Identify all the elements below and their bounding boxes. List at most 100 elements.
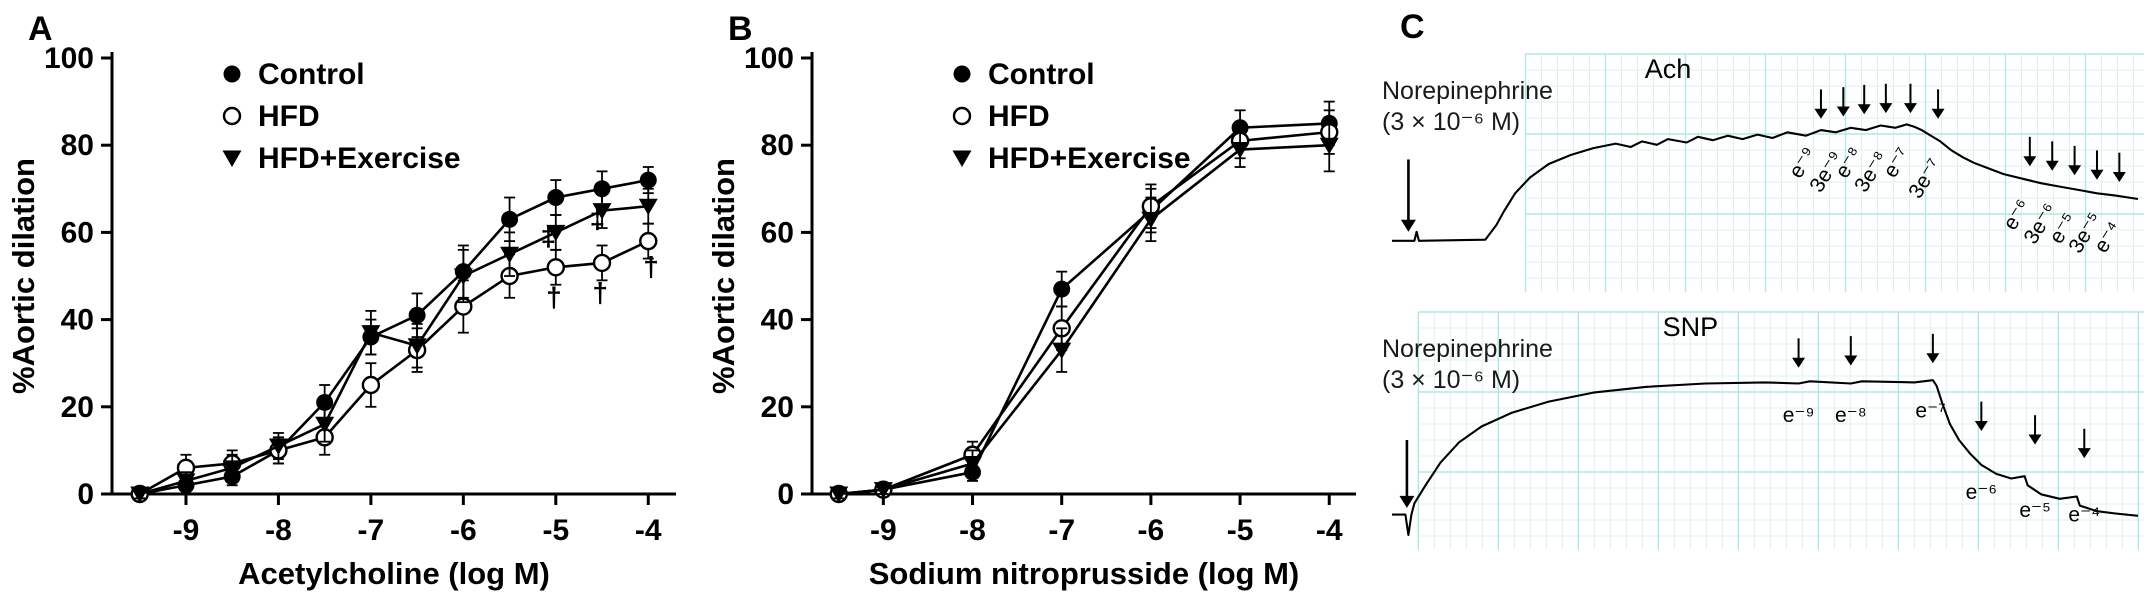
x-tick-label: -5	[1227, 514, 1254, 547]
panel-label-c: C	[1400, 8, 1425, 46]
dose-arrow-head	[1836, 106, 1850, 117]
y-tick-label: 60	[761, 216, 794, 249]
y-tick-label: 40	[761, 304, 794, 337]
y-tick-label: 20	[761, 391, 794, 424]
tension-trace	[1392, 379, 2139, 537]
x-tick-label: -4	[635, 514, 662, 547]
filled-triangle-marker	[873, 482, 893, 499]
dose-arrow-head	[1400, 219, 1416, 232]
snp-trace-recording: SNP e⁻⁹ e⁻⁸ e⁻⁷ e⁻⁶ e⁻⁵ e⁻⁴	[1392, 311, 2144, 550]
y-tick-label: 0	[77, 478, 94, 511]
dose-arrow-head	[2023, 156, 2037, 167]
filled-circle-marker	[547, 189, 565, 207]
series-line	[838, 143, 1330, 496]
norepinephrine-label-snp: Norepinephrine (3 × 10⁻⁶ M)	[1382, 334, 1553, 396]
dose-arrow-head	[1792, 357, 1806, 368]
open-circle-marker	[639, 231, 658, 251]
x-axis-title: Sodium nitroprusside (log M)	[869, 556, 1300, 591]
trace-title: SNP	[1663, 312, 1719, 342]
open-circle-marker	[952, 106, 972, 126]
dose-arrow-head	[1931, 108, 1945, 119]
filled-triangle-marker	[222, 150, 242, 167]
series-HFD+Exercise	[829, 118, 1339, 503]
significance-marker: †	[643, 251, 659, 282]
y-tick-label: 100	[744, 42, 794, 75]
filled-triangle-marker	[407, 338, 427, 355]
y-tick-label: 80	[761, 129, 794, 162]
legend: Control HFD HFD+Exercise	[952, 58, 1191, 175]
legend-label: HFD	[258, 100, 320, 133]
dose-label: e⁻⁶	[1966, 481, 1997, 504]
dose-arrow-head	[1399, 495, 1415, 508]
y-tick-label: 100	[44, 42, 94, 75]
open-circle-marker	[592, 253, 612, 273]
filled-triangle-marker	[546, 224, 566, 242]
filled-triangle-marker	[1230, 142, 1250, 159]
filled-circle-marker	[501, 210, 519, 228]
dose-arrow-head	[1844, 355, 1858, 366]
filled-triangle-marker	[829, 486, 849, 503]
dose-label: e⁻⁵	[2019, 499, 2050, 522]
filled-circle-marker	[1053, 280, 1071, 298]
y-axis-title: %Aortic dilation	[6, 158, 41, 394]
x-tick-label: -4	[1316, 514, 1343, 547]
tension-trace	[1392, 123, 2139, 242]
trace-title: Ach	[1645, 54, 1692, 84]
filled-triangle-marker	[222, 460, 242, 477]
dose-label: e⁻⁷	[1915, 399, 1945, 422]
series-line	[838, 122, 1330, 496]
x-tick-label: -5	[542, 514, 569, 547]
filled-triangle-marker	[500, 246, 520, 264]
legend-label: HFD+Exercise	[258, 142, 461, 175]
legend-label: Control	[258, 58, 365, 91]
filled-triangle-marker	[1052, 342, 1072, 360]
filled-circle-marker	[223, 65, 241, 83]
x-tick-label: -8	[265, 514, 292, 547]
ach-trace-row: Ach e⁻⁹ 3e⁻⁹ e⁻⁸ 3e⁻⁸ e⁻⁷ 3e⁻⁷ e⁻⁶ 3e⁻⁶ e⁻⁵ 3e⁻⁵ e⁻…	[1380, 46, 2150, 304]
filled-triangle-marker	[130, 486, 150, 503]
series-line	[139, 204, 649, 496]
open-circle-marker	[361, 375, 381, 395]
dose-label: e⁻⁴	[2068, 503, 2100, 526]
dose-arrow-head	[1926, 353, 1940, 364]
x-tick-label: -7	[1048, 514, 1075, 547]
series-line	[139, 178, 649, 496]
legend: Control HFD HFD+Exercise	[222, 58, 461, 175]
norepinephrine-label-ach: Norepinephrine (3 × 10⁻⁶ M)	[1382, 76, 1553, 138]
y-tick-label: 0	[777, 478, 794, 511]
dose-arrow-head	[1879, 103, 1893, 114]
panel-c: C Ach e⁻⁹ 3e⁻⁹ e⁻⁸ 3e⁻⁸ e⁻⁷ 3e⁻⁷ e⁻⁶ 3e⁻⁶ e⁻⁵ 3e⁻⁵…	[1380, 0, 2150, 614]
norepinephrine-label-line2: (3 × 10⁻⁶ M)	[1382, 108, 1521, 136]
norepinephrine-label-line1: Norepinephrine	[1382, 77, 1553, 105]
filled-triangle-marker	[315, 416, 335, 434]
open-circle-marker	[222, 106, 242, 126]
dose-arrow-head	[2090, 169, 2104, 180]
filled-circle-marker	[408, 306, 426, 324]
filled-triangle-marker	[1141, 211, 1161, 229]
y-axis-title: %Aortic dilation	[706, 158, 741, 394]
dose-arrow-head	[2028, 434, 2042, 445]
legend-label: Control	[988, 58, 1095, 91]
filled-circle-marker	[639, 171, 657, 189]
ach-trace-recording: Ache⁻⁹3e⁻⁹e⁻⁸3e⁻⁸e⁻⁷3e⁻⁷e⁻⁶3e⁻⁶e⁻⁵3e⁻⁵e⁻…	[1392, 53, 2144, 292]
grid-minor	[1418, 312, 2144, 550]
filled-triangle-marker	[1319, 137, 1339, 155]
dose-arrow-head	[1814, 108, 1828, 119]
panel-a: A 0 20 40 60 80 100 -9 -8 -7 -6 -5 -4 %Aortic dilati…	[0, 0, 700, 614]
filled-triangle-marker	[361, 325, 381, 342]
norepinephrine-label-line1: Norepinephrine	[1382, 335, 1553, 363]
filled-triangle-marker	[176, 473, 196, 490]
x-tick-label: -6	[450, 514, 477, 547]
series-HFD+Exercise	[130, 187, 658, 503]
x-tick-label: -9	[870, 514, 897, 547]
x-axis-title: Acetylcholine (log M)	[238, 556, 550, 591]
norepinephrine-label-line2: (3 × 10⁻⁶ M)	[1382, 366, 1521, 394]
snp-dose-response-chart: 0 20 40 60 80 100 -9 -8 -7 -6 -5 -4 %Aortic dilation…	[706, 42, 1356, 591]
panel-label-b: B	[728, 10, 753, 48]
open-circle-marker	[546, 258, 566, 277]
y-tick-label: 20	[61, 391, 94, 424]
dose-arrow-head	[2077, 448, 2091, 459]
series-line	[139, 239, 649, 496]
panel-b: B 0 20 40 60 80 100 -9 -8 -7 -6 -5 -4 %Aortic dilati…	[700, 0, 1380, 614]
significance-marker: ‡	[590, 203, 606, 234]
